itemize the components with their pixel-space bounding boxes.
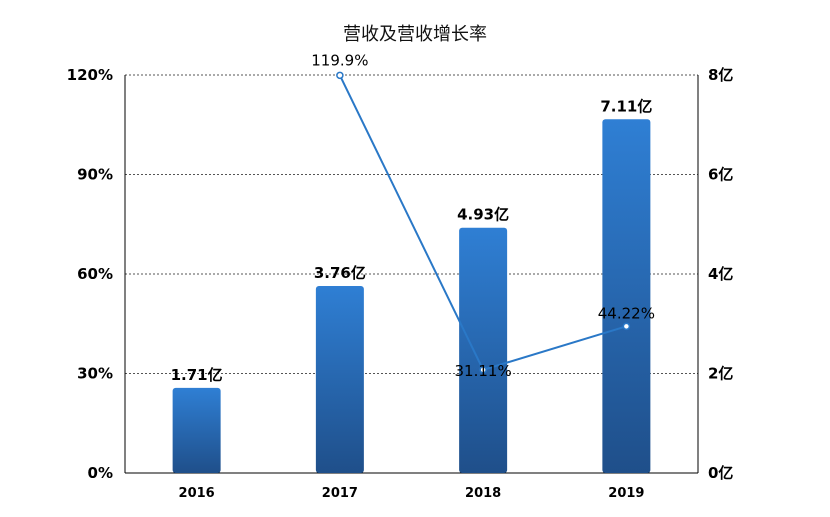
bar-value-label: 4.93亿 xyxy=(457,206,509,224)
x-axis-tick-label: 2018 xyxy=(465,486,501,501)
growth-point-2018 xyxy=(479,366,487,374)
bar-value-label: 1.71亿 xyxy=(171,366,223,384)
x-axis-tick-label: 2019 xyxy=(608,486,644,501)
growth-value-label: 119.9% xyxy=(311,51,368,69)
growth-point-2019 xyxy=(622,322,631,331)
bar-2016 xyxy=(172,387,221,473)
left-axis-tick-label: 90% xyxy=(77,166,113,184)
bar-2018 xyxy=(459,227,508,473)
left-axis-tick-label: 0% xyxy=(88,464,113,482)
left-axis-tick-label: 120% xyxy=(67,66,113,84)
growth-point-2017 xyxy=(336,71,344,80)
chart-title: 营收及营收增长率 xyxy=(343,24,487,45)
right-axis-tick-label: 6亿 xyxy=(708,166,733,184)
x-axis-tick-label: 2016 xyxy=(179,486,215,501)
right-axis-tick-label: 0亿 xyxy=(708,464,733,482)
growth-value-label: 31.11% xyxy=(455,362,512,380)
bar-2017 xyxy=(315,285,364,473)
left-axis-tick-label: 60% xyxy=(77,265,113,283)
growth-value-label: 44.22% xyxy=(598,304,655,322)
data-labels: 1.71亿 3.76亿 4.93亿 7.11亿 119.9% 31.11% 44.22% xyxy=(171,51,655,384)
bar-value-label: 3.76亿 xyxy=(314,264,366,282)
right-axis-tick-label: 2亿 xyxy=(708,365,733,383)
bar-value-label: 7.11亿 xyxy=(600,97,652,115)
growth-line-series xyxy=(336,71,631,374)
axes: 0% 30% 60% 90% 120% 0亿 2亿 4亿 6亿 8亿 2016 2017 2018 201… xyxy=(67,66,734,501)
right-axis-tick-label: 8亿 xyxy=(708,66,733,84)
left-axis-tick-label: 30% xyxy=(77,365,113,383)
bar-series xyxy=(172,119,651,473)
bar-2019 xyxy=(602,119,651,473)
x-axis-tick-label: 2017 xyxy=(322,486,358,501)
right-axis-tick-label: 4亿 xyxy=(708,265,733,283)
